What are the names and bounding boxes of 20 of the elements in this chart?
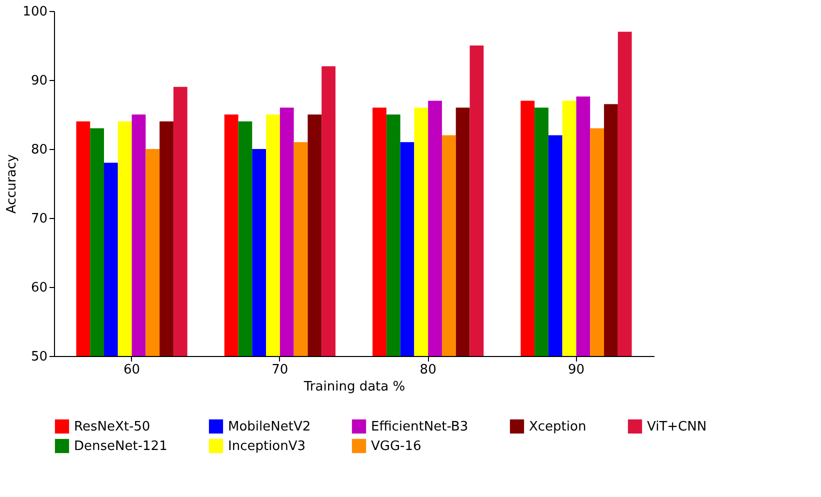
y-tick-label: 60 (30, 280, 48, 296)
x-tick-label: 90 (568, 362, 584, 378)
y-tick-label: 70 (30, 212, 48, 226)
y-tick-label: 80 (30, 142, 48, 158)
legend-label: VGG-16 (371, 439, 422, 454)
y-tick-label: 50 (30, 350, 48, 364)
x-tick-label: 70 (272, 362, 288, 378)
legend-label: MobileNetV2 (228, 419, 311, 434)
legend-label: Xception (529, 419, 586, 434)
x-tick-label: 60 (124, 362, 140, 378)
legend-label: EfficientNet-B3 (371, 419, 468, 434)
legend-label: DenseNet-121 (74, 439, 168, 454)
legend-label: InceptionV3 (228, 439, 306, 454)
y-tick-label: 90 (30, 74, 48, 88)
y-axis-title: Accuracy (4, 154, 20, 214)
legend-label: ViT+CNN (647, 419, 707, 434)
legend-label: ResNeXt-50 (74, 419, 150, 434)
y-tick-label: 100 (22, 4, 48, 20)
x-tick-label: 80 (420, 362, 436, 378)
x-axis-title: Training data % (302, 380, 406, 394)
